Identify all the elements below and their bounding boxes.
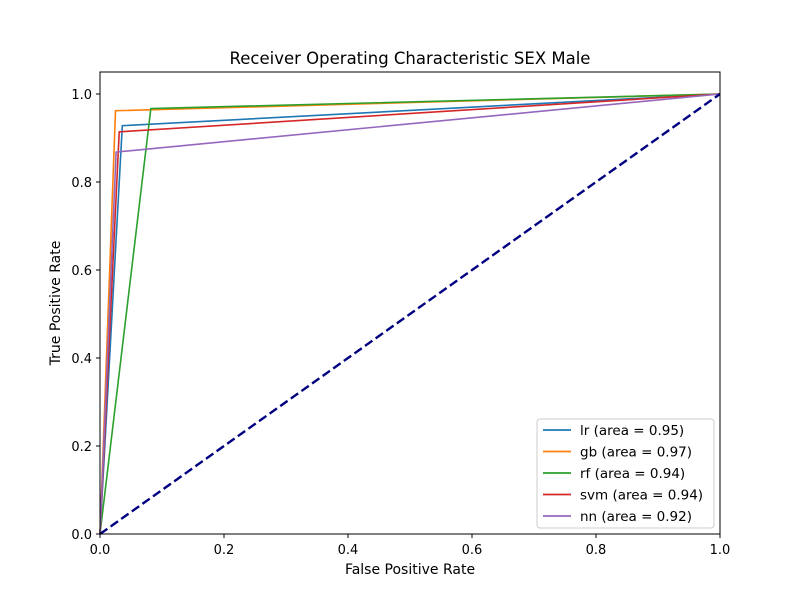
y-tick-label: 0.0 <box>71 528 92 543</box>
chance-diagonal-line <box>99 93 721 535</box>
series-line-0 <box>99 93 721 535</box>
legend-label-1: gb (area = 0.97) <box>580 445 692 461</box>
legend-label-0: lr (area = 0.95) <box>580 423 684 439</box>
plot-frame <box>99 71 721 535</box>
series-line-2 <box>99 93 721 535</box>
x-axis: 0.0 0.2 0.4 0.6 0.8 1.0 <box>90 534 731 558</box>
chart-title: Receiver Operating Characteristic SEX Ma… <box>230 49 591 68</box>
x-tick-label: 0.2 <box>214 543 235 558</box>
y-axis: 0.0 0.2 0.4 0.6 0.8 1.0 <box>71 88 100 543</box>
y-tick-label: 0.8 <box>71 176 92 191</box>
x-tick-label: 0.6 <box>462 543 483 558</box>
x-tick-label: 0.0 <box>90 543 111 558</box>
legend-label-2: rf (area = 0.94) <box>580 466 685 482</box>
x-tick-label: 0.4 <box>338 543 359 558</box>
legend-items: lr (area = 0.95) gb (area = 0.97) rf (area… <box>543 423 703 525</box>
y-tick-label: 0.6 <box>71 264 92 279</box>
legend-label-4: nn (area = 0.92) <box>580 509 692 525</box>
series-group <box>99 93 721 535</box>
legend-label-3: svm (area = 0.94) <box>580 488 703 504</box>
plot-area <box>99 71 721 535</box>
x-tick-label: 0.8 <box>586 543 607 558</box>
legend: lr (area = 0.95) gb (area = 0.97) rf (area… <box>536 418 715 529</box>
series-line-4 <box>99 93 721 535</box>
y-axis-label: True Positive Rate <box>48 241 64 367</box>
x-axis-label: False Positive Rate <box>345 562 475 578</box>
y-tick-label: 0.2 <box>71 440 92 455</box>
y-tick-label: 1.0 <box>71 88 92 103</box>
x-tick-label: 1.0 <box>710 543 731 558</box>
y-tick-label: 0.4 <box>71 352 92 367</box>
legend-box <box>536 418 715 529</box>
